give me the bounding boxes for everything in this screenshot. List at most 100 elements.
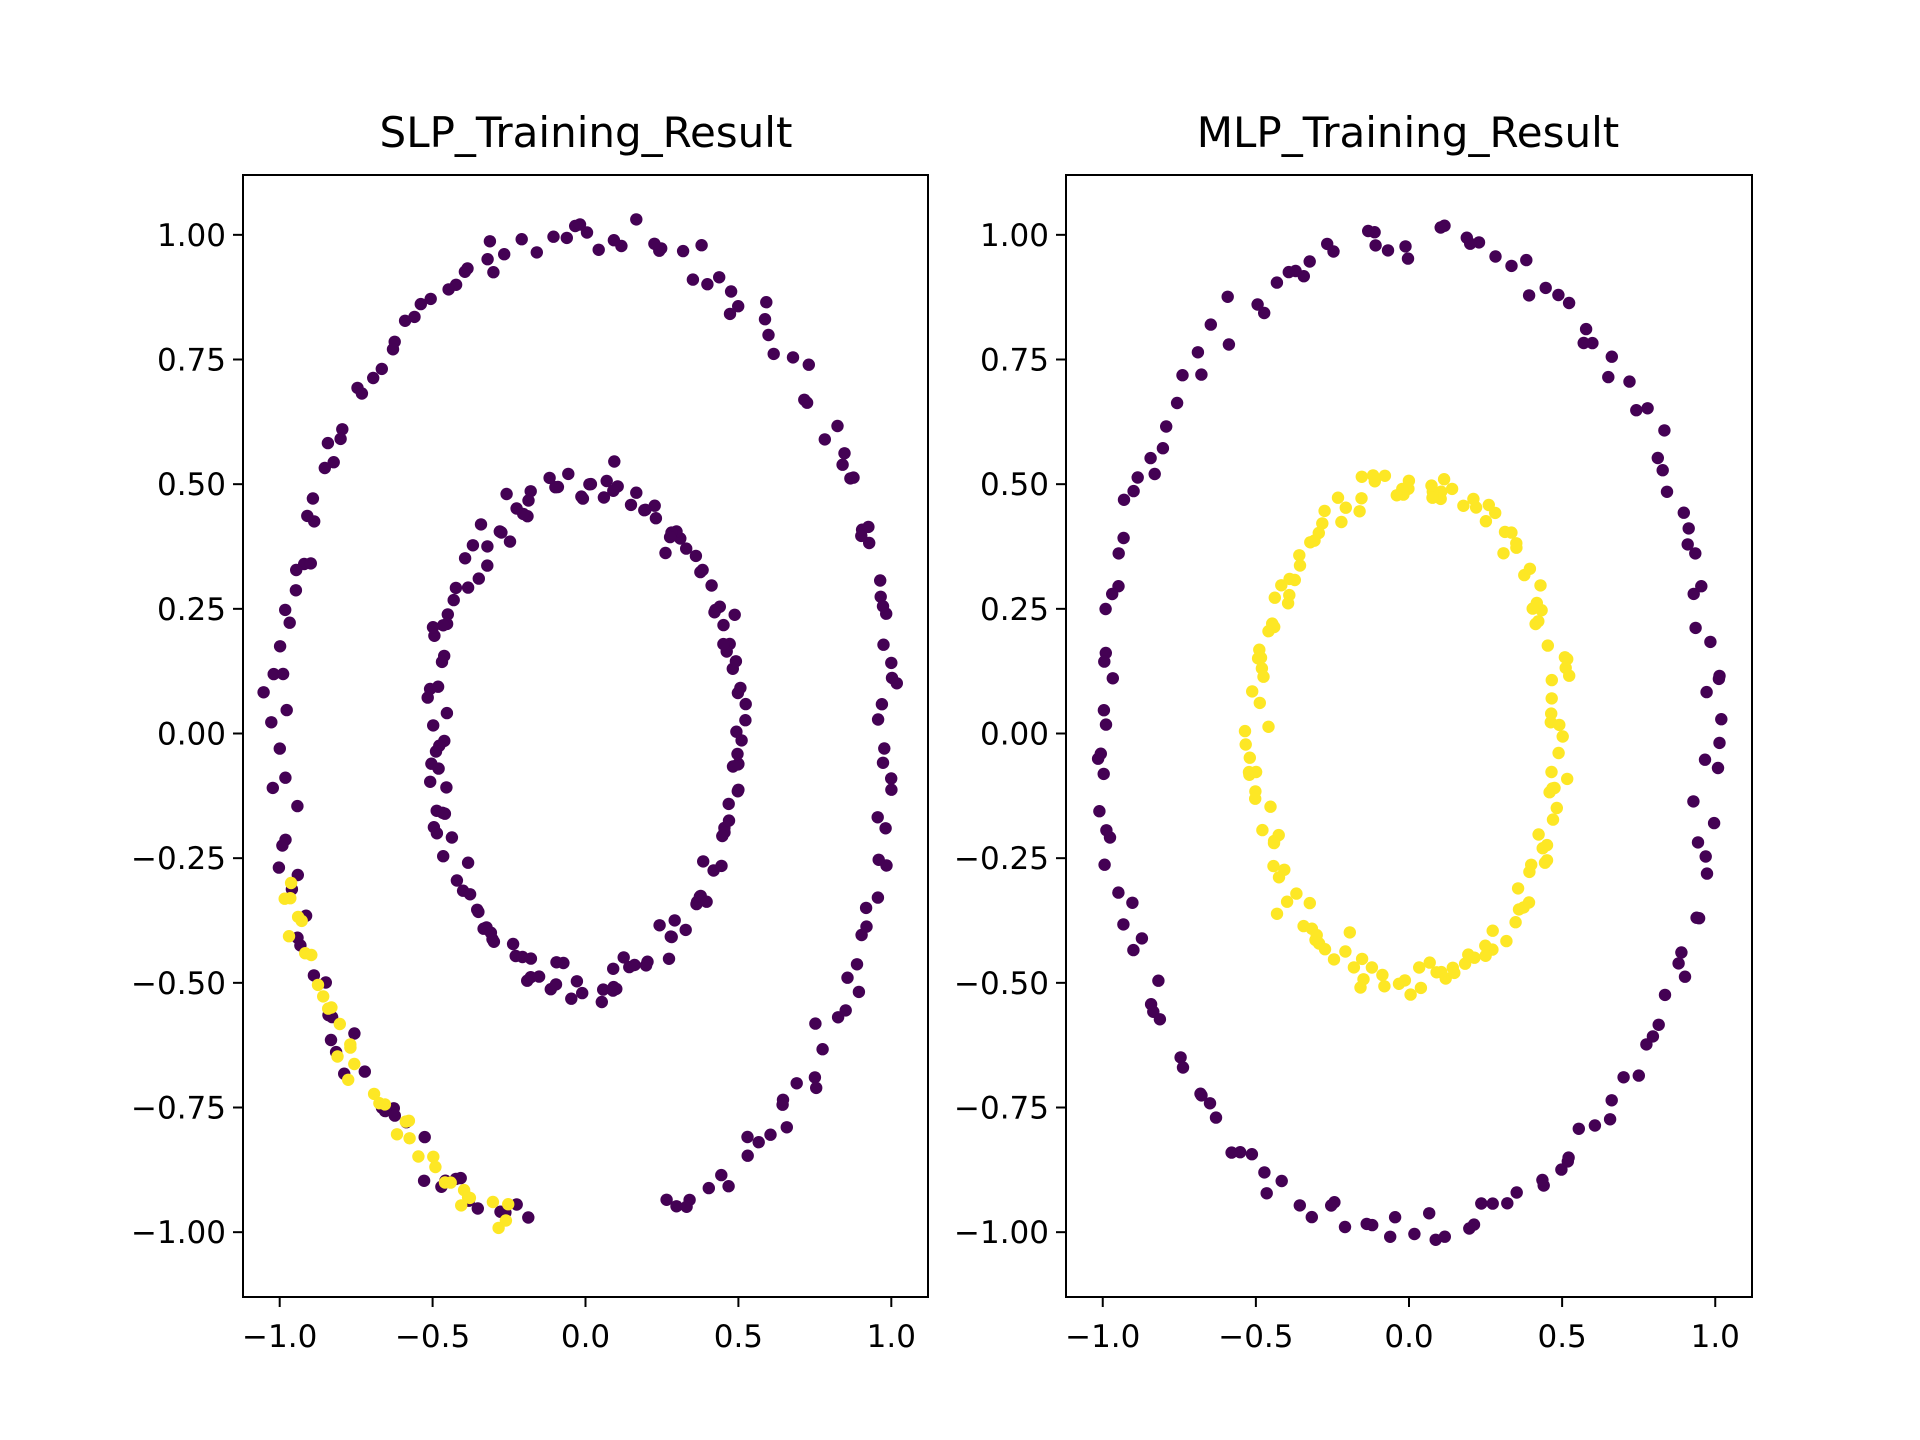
- data-point: [403, 1132, 416, 1145]
- x-tick-label: 0.5: [1537, 1319, 1586, 1355]
- data-point: [679, 923, 692, 937]
- mlp-y-axis: 1.00 0.75 0.50 0.25 0.00 −0.25 −0.50 −0.75 −1.00: [954, 218, 1066, 1251]
- data-point: [1562, 296, 1576, 310]
- data-point: [449, 581, 463, 595]
- data-point: [1541, 639, 1555, 652]
- data-point: [1176, 1061, 1190, 1074]
- data-point: [1303, 896, 1317, 910]
- data-point: [1632, 1069, 1646, 1082]
- data-point: [1545, 765, 1558, 779]
- data-point: [1318, 504, 1331, 518]
- data-point: [427, 1150, 440, 1164]
- y-tick-label: 0.75: [980, 343, 1049, 379]
- data-point: [1321, 237, 1334, 251]
- data-point: [1520, 253, 1533, 267]
- data-point: [289, 584, 303, 597]
- data-point: [1249, 765, 1263, 779]
- data-point: [1457, 499, 1470, 512]
- data-point: [731, 785, 744, 798]
- data-point: [530, 246, 543, 259]
- data-point: [731, 747, 744, 761]
- data-point: [1448, 966, 1461, 980]
- data-point: [653, 919, 666, 932]
- data-point: [1262, 720, 1275, 733]
- data-point: [630, 486, 643, 499]
- data-point: [700, 895, 713, 908]
- x-tick-label: −0.5: [1218, 1319, 1293, 1355]
- data-point: [683, 1193, 696, 1207]
- data-point: [1540, 854, 1554, 867]
- data-point: [1339, 945, 1352, 958]
- data-point: [327, 456, 340, 469]
- data-point: [705, 579, 718, 592]
- data-point: [510, 502, 523, 515]
- data-point: [1280, 895, 1294, 908]
- data-point: [780, 1121, 793, 1134]
- data-point: [1376, 968, 1389, 982]
- data-point: [576, 986, 589, 1000]
- data-point: [1482, 498, 1496, 512]
- data-point: [1505, 526, 1518, 539]
- data-point: [1529, 617, 1542, 631]
- data-point: [388, 1109, 401, 1122]
- data-point: [808, 1071, 822, 1084]
- data-point: [722, 1180, 735, 1193]
- data-point: [280, 703, 293, 717]
- data-point: [278, 892, 291, 905]
- data-point: [1267, 859, 1280, 873]
- data-point: [839, 1004, 852, 1017]
- data-point: [1486, 924, 1499, 937]
- data-point: [1510, 1186, 1523, 1199]
- data-point: [1545, 692, 1558, 705]
- data-point: [1586, 336, 1599, 350]
- data-point: [1704, 635, 1717, 649]
- data-point: [1176, 369, 1189, 382]
- data-point: [1658, 988, 1672, 1002]
- data-point: [1135, 932, 1149, 945]
- data-point: [662, 952, 676, 965]
- data-point: [648, 499, 661, 512]
- data-point: [741, 1149, 754, 1162]
- data-point: [279, 603, 292, 617]
- data-point: [355, 387, 369, 400]
- mlp-plot-frame: [1065, 174, 1753, 1298]
- data-point: [1253, 696, 1267, 710]
- data-point: [1687, 587, 1700, 601]
- data-point: [543, 471, 556, 485]
- data-point: [461, 856, 475, 869]
- data-point: [649, 512, 663, 525]
- data-point: [1275, 1174, 1288, 1188]
- data-point: [1617, 1071, 1630, 1084]
- data-point: [450, 874, 464, 887]
- data-point: [790, 1077, 803, 1090]
- data-point: [1678, 970, 1692, 983]
- data-point: [307, 969, 321, 982]
- data-point: [283, 616, 296, 629]
- data-point: [716, 829, 729, 843]
- data-point: [1360, 1217, 1373, 1231]
- data-point: [414, 297, 427, 311]
- x-tick-label: 0.5: [714, 1319, 763, 1355]
- data-point: [1658, 424, 1671, 437]
- data-point: [871, 811, 884, 824]
- data-point: [291, 799, 304, 813]
- data-point: [1365, 961, 1379, 974]
- data-point: [1331, 491, 1345, 504]
- data-point: [1355, 952, 1369, 966]
- data-point: [1264, 800, 1277, 813]
- data-point: [1191, 346, 1205, 359]
- data-point: [1243, 751, 1257, 764]
- data-point: [597, 983, 610, 996]
- data-point: [1112, 886, 1125, 899]
- y-tick-label: 0.50: [157, 467, 226, 503]
- data-point: [764, 1128, 777, 1141]
- data-point: [324, 1033, 338, 1047]
- data-point: [1711, 761, 1725, 775]
- data-point: [874, 574, 887, 587]
- data-point: [436, 806, 449, 819]
- data-point: [311, 978, 325, 992]
- data-point: [1195, 1089, 1208, 1102]
- data-point: [481, 559, 494, 572]
- data-point: [1282, 265, 1296, 279]
- data-point: [1467, 1218, 1481, 1231]
